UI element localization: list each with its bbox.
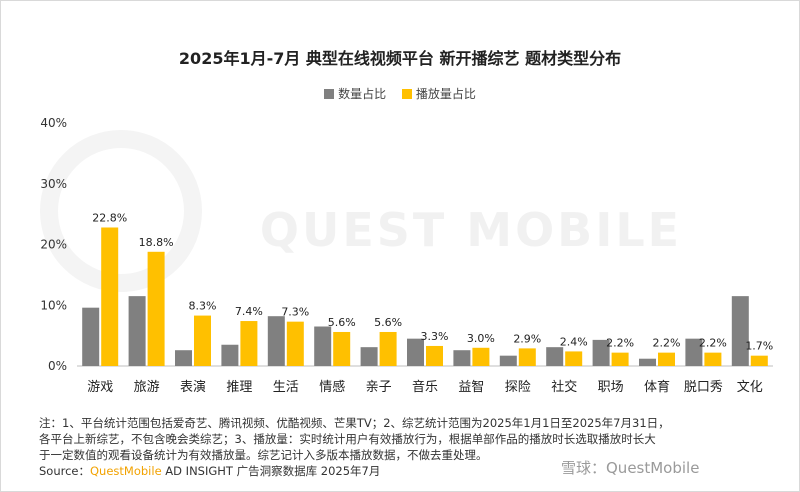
bar-play [147,251,165,366]
data-label: 8.3% [189,300,217,313]
y-tick-label: 20% [40,238,67,252]
legend-swatch-count [324,88,335,99]
bar-count [592,339,610,366]
x-tick-label: 旅游 [134,380,160,395]
bar-count [175,350,192,366]
bar-count [360,347,378,366]
data-label: 5.6% [374,316,402,329]
data-label: 7.3% [281,306,309,319]
bar-count [453,350,471,366]
y-tick-label: 30% [40,177,67,191]
x-tick-label: 文化 [737,380,763,395]
bar-play [750,355,768,366]
corner-logo: 雪球：QuestMobile [561,459,700,477]
bar-count [639,358,656,366]
data-label: 2.2% [606,337,634,350]
bar-play [101,227,119,366]
x-tick-label: 社交 [551,379,577,395]
legend-label-play: 播放量占比 [415,87,476,101]
data-label: 2.4% [560,335,588,348]
legend-item-count: 数量占比 [324,85,386,102]
source-line: Source：QuestMobile AD INSIGHT 广告洞察数据库 20… [39,463,789,479]
bar-play [658,352,675,366]
x-tick-label: 体育 [644,379,670,395]
footnotes: 注：1、平台统计范围包括爱奇艺、腾讯视频、优酷视频、芒果TV；2、综艺统计范围为… [39,415,789,479]
source-prefix: Source： [39,464,90,478]
watermark-ring [40,130,202,292]
bar-play [333,331,351,366]
x-tick-label: 探险 [505,380,531,395]
bar-count [407,338,424,366]
source-brand: QuestMobile [90,464,162,478]
x-tick-label: 表演 [180,379,206,395]
x-tick-label: 音乐 [412,379,438,395]
bar-count [314,326,332,366]
data-label: 5.6% [328,316,356,329]
data-label: 2.9% [513,332,541,345]
x-tick-label: 脱口秀 [684,380,723,395]
legend-item-play: 播放量占比 [401,85,476,102]
data-label: 2.2% [653,337,681,350]
bar-play [611,352,629,366]
data-label: 1.7% [745,340,773,353]
data-label: 3.3% [421,330,449,343]
source-rest: AD INSIGHT 广告洞察数据库 2025年7月 [161,464,381,478]
legend-swatch-play [401,88,412,99]
x-tick-label: 益智 [458,380,484,395]
x-tick-label: 情感 [319,379,345,395]
data-label: 3.0% [467,332,495,345]
bar-count [685,338,703,366]
bar-play [704,352,722,366]
chart-title: 2025年1月-7月 典型在线视频平台 新开播综艺 题材类型分布 [178,49,622,68]
bar-count [221,344,239,366]
data-label: 22.8% [92,211,127,224]
bar-play [518,348,536,366]
x-tick-label: 推理 [226,380,252,395]
x-tick-label: 生活 [273,380,299,395]
bar-count [499,355,517,366]
y-tick-label: 10% [40,298,67,312]
watermark-text: QUEST MOBILE [260,203,682,257]
footnote-line-2: 各平台上新综艺，不包含晚会类综艺；3、播放量：实时统计用户有效播放行为，根据单部… [39,432,656,446]
data-label: 2.2% [699,337,727,350]
bar-play [426,345,443,366]
data-label: 18.8% [139,236,174,249]
bar-play [565,351,583,366]
footnote-line-3: 于一定数值的观看设备统计为有效播放量。综艺记计入多版本播放数据，不做去重处理。 [39,448,488,462]
footnote-line-1: 注：1、平台统计范围包括爱奇艺、腾讯视频、优酷视频、芒果TV；2、综艺统计范围为… [39,416,670,430]
bar-count [546,347,564,366]
bar-play [194,315,211,366]
bar-play [472,347,490,366]
bar-chart: QUEST MOBILE 0% 10% 20% 30% 40% 22.8% 游戏 18.8% 旅游… [40,116,773,395]
bar-play [240,321,258,366]
bar-count [82,307,100,366]
legend: 数量占比 播放量占比 [1,85,799,102]
bar-count [731,296,749,366]
y-tick-label: 40% [40,116,67,130]
bar-count [267,316,285,366]
legend-label-count: 数量占比 [338,87,387,101]
bar-play [379,331,397,366]
bar-play [286,321,304,366]
x-tick-label: 亲子 [366,380,392,395]
y-tick-label: 0% [48,359,67,373]
x-tick-label: 职场 [598,380,624,395]
x-tick-label: 游戏 [87,380,113,395]
bar-count [128,296,146,366]
data-label: 7.4% [235,305,263,318]
